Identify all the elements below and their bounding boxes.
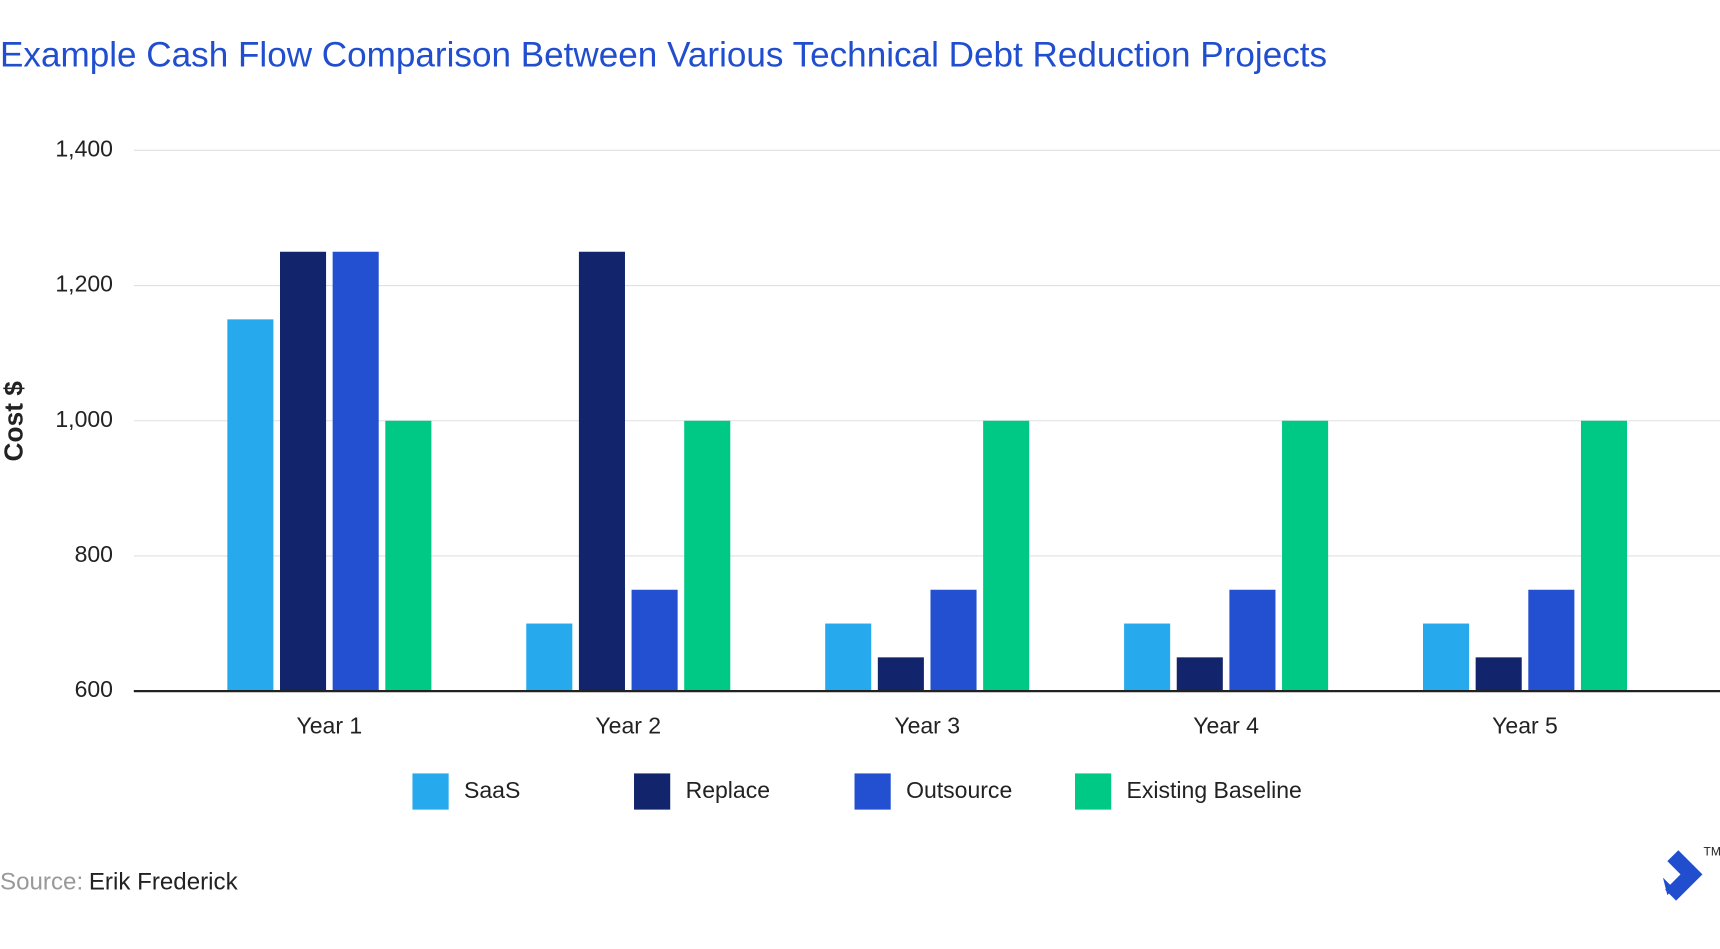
- bar: [332, 251, 379, 692]
- bar: [526, 623, 573, 692]
- bar: [825, 623, 872, 692]
- bar: [1580, 420, 1628, 692]
- bar: [930, 589, 977, 692]
- bar: [1124, 623, 1171, 692]
- legend-swatch: [634, 773, 671, 810]
- logo-shape: [1662, 877, 1674, 896]
- bar: [227, 319, 274, 692]
- legend-swatch: [1075, 773, 1112, 810]
- y-axis-label: Cost $: [0, 381, 28, 462]
- bar: [877, 657, 924, 692]
- x-tick-label: Year 3: [894, 712, 960, 738]
- y-tick-label: 1,400: [55, 135, 113, 161]
- legend-swatch: [854, 773, 891, 810]
- y-tick-label: 1,200: [55, 271, 113, 297]
- y-tick-label: 600: [75, 676, 113, 702]
- bar: [631, 589, 678, 692]
- legend-label: SaaS: [464, 777, 520, 803]
- bar: [1282, 420, 1329, 692]
- bar: [578, 251, 625, 692]
- y-tick-label: 1,000: [55, 406, 113, 432]
- bar: [1423, 623, 1470, 692]
- source-label: Source:: [0, 868, 83, 895]
- x-tick-label: Year 4: [1193, 712, 1259, 738]
- logo: [1662, 850, 1703, 901]
- bar: [279, 251, 327, 692]
- x-tick-label: Year 2: [595, 712, 661, 738]
- legend-swatch: [412, 773, 449, 810]
- x-tick-label: Year 1: [297, 712, 363, 738]
- bar: [983, 420, 1030, 692]
- bar: [1528, 589, 1575, 692]
- bar: [684, 420, 731, 692]
- source: Erik Frederick: [89, 868, 239, 895]
- legend-label: Existing Baseline: [1127, 777, 1302, 803]
- bar: [1229, 589, 1276, 692]
- chart-title: Example Cash Flow Comparison Between Var…: [0, 35, 1327, 74]
- legend-label: Replace: [686, 777, 770, 803]
- logo-mark: TM: [1704, 845, 1720, 859]
- legend-label: Outsource: [906, 777, 1012, 803]
- y-tick-label: 800: [75, 541, 113, 567]
- logo-shape: [1665, 850, 1703, 901]
- bar: [385, 420, 432, 692]
- x-tick-label: Year 5: [1492, 712, 1558, 738]
- bar: [1475, 657, 1522, 692]
- bar: [1176, 657, 1223, 692]
